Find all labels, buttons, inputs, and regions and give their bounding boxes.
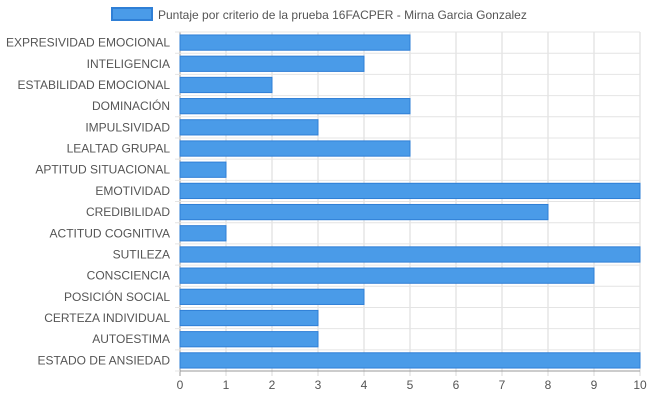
x-tick-label: 6 <box>453 378 460 392</box>
category-label: SUTILEZA <box>113 247 170 261</box>
bar[interactable] <box>179 161 227 178</box>
category-label: CONSCIENCIA <box>87 269 170 283</box>
bar[interactable] <box>179 331 319 348</box>
category-label: DOMINACIÓN <box>92 98 170 113</box>
bar[interactable] <box>179 352 641 369</box>
bar[interactable] <box>179 288 365 305</box>
category-label: INTELIGENCIA <box>87 57 170 71</box>
category-label: ESTADO DE ANSIEDAD <box>38 353 171 367</box>
category-label: IMPULSIVIDAD <box>85 120 170 134</box>
x-tick-label: 4 <box>361 378 368 392</box>
x-tick-label: 9 <box>591 378 598 392</box>
legend[interactable]: Puntaje por criterio de la prueba 16FACP… <box>111 7 527 22</box>
bar[interactable] <box>179 119 319 136</box>
grid <box>175 31 641 376</box>
category-label: EMOTIVIDAD <box>95 184 170 198</box>
bar[interactable] <box>179 203 549 221</box>
category-label: CREDIBILIDAD <box>86 205 170 219</box>
bar[interactable] <box>179 225 227 242</box>
legend-label[interactable]: Puntaje por criterio de la prueba 16FACP… <box>158 8 527 22</box>
category-label: POSICIÓN SOCIAL <box>64 289 170 304</box>
category-label: EXPRESIVIDAD EMOCIONAL <box>6 36 170 50</box>
x-tick-label: 10 <box>633 378 647 392</box>
x-tick-label: 5 <box>407 378 414 392</box>
bar[interactable] <box>179 309 319 327</box>
bar[interactable] <box>179 182 641 200</box>
x-tick-label: 0 <box>177 378 184 392</box>
category-label: ESTABILIDAD EMOCIONAL <box>18 78 171 92</box>
x-tick-label: 3 <box>315 378 322 392</box>
bars <box>179 34 641 369</box>
bar[interactable] <box>179 98 411 115</box>
x-axis-ticks: 0 1 2 3 4 5 6 7 8 9 10 <box>177 378 647 392</box>
x-tick-label: 8 <box>545 378 552 392</box>
category-label: APTITUD SITUACIONAL <box>35 163 170 177</box>
bar[interactable] <box>179 246 641 263</box>
bar[interactable] <box>179 140 411 157</box>
bar[interactable] <box>179 55 365 72</box>
x-tick-label: 2 <box>269 378 276 392</box>
x-tick-label: 1 <box>223 378 230 392</box>
x-tick-label: 7 <box>499 378 506 392</box>
category-label: AUTOESTIMA <box>92 332 170 346</box>
category-label: ACTITUD COGNITIVA <box>50 226 170 240</box>
category-label: LEALTAD GRUPAL <box>67 142 171 156</box>
bar[interactable] <box>179 76 273 94</box>
bar[interactable] <box>179 34 411 51</box>
legend-swatch[interactable] <box>111 7 153 21</box>
bar[interactable] <box>179 267 595 284</box>
category-labels: EXPRESIVIDAD EMOCIONAL INTELIGENCIA ESTABI… <box>6 36 170 368</box>
category-label: CERTEZA INDIVIDUAL <box>44 311 170 325</box>
